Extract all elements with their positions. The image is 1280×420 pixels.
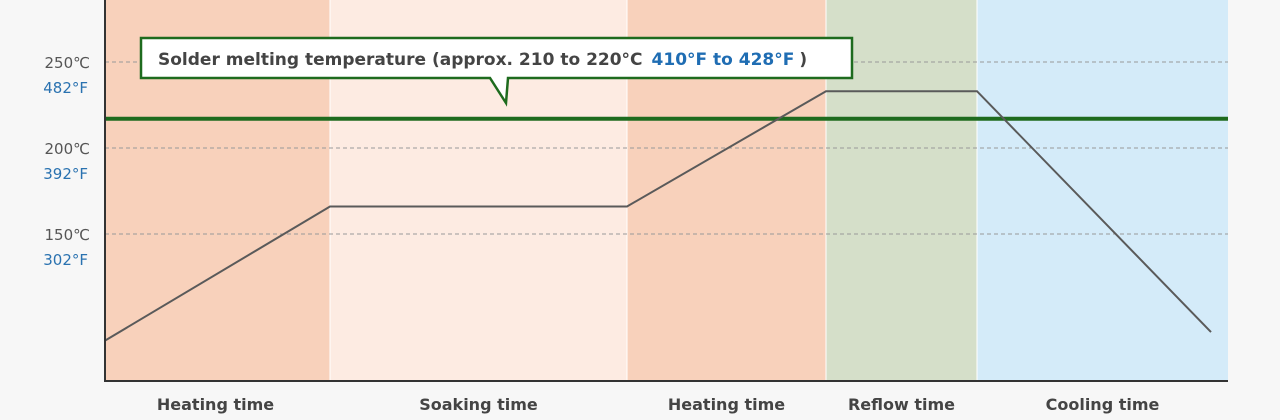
- y-tick-label-f: 392°F: [43, 165, 88, 183]
- melting-temperature-callout: Solder melting temperature (approx. 210 …: [139, 36, 854, 107]
- y-tick-label-f: 482°F: [43, 79, 88, 97]
- phase-label: Reflow time: [848, 395, 955, 414]
- y-tick-label-c: 150℃: [45, 226, 90, 244]
- callout-text: Solder melting temperature (approx. 210 …: [158, 50, 643, 70]
- callout-text-f: 410°F to 428°F: [652, 50, 795, 70]
- phase-label: Heating time: [157, 395, 274, 414]
- phase-label: Soaking time: [419, 395, 538, 414]
- temperature-profile-line: [104, 90, 1212, 342]
- callout-close: ): [799, 50, 807, 70]
- y-tick-label-c: 200℃: [45, 140, 90, 158]
- phase-band-4: [977, 0, 1228, 381]
- y-tick-label-c: 250℃: [45, 54, 90, 72]
- phase-label: Heating time: [668, 395, 785, 414]
- y-tick-label-f: 302°F: [43, 251, 88, 269]
- svg-text:Solder melting temperature (ap: Solder melting temperature (approx. 210 …: [158, 50, 807, 70]
- phase-label: Cooling time: [1046, 395, 1160, 414]
